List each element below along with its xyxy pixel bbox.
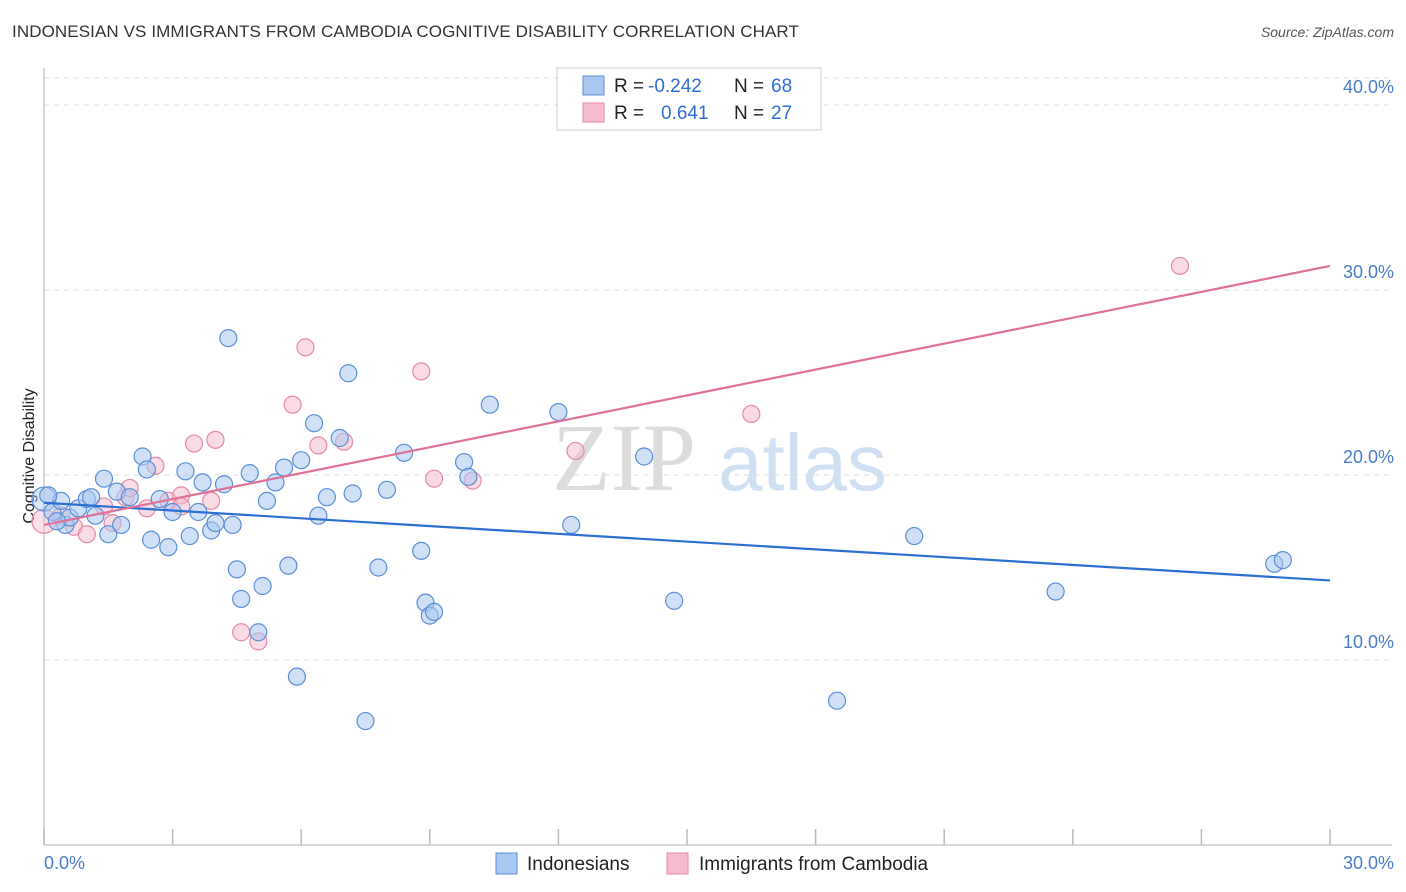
bottom-legend-swatch-indonesians — [495, 852, 518, 875]
indonesians-point-65 — [1273, 550, 1292, 570]
indonesians-point-36 — [274, 458, 294, 477]
indonesians-point-59 — [635, 447, 654, 466]
bottom-legend: Indonesians Immigrants from Cambodia — [495, 852, 929, 875]
indonesians-point-61 — [827, 691, 847, 710]
legend-r-label-1: R = — [614, 76, 644, 97]
indonesians-point-20 — [176, 462, 195, 481]
cambodia-point-19 — [296, 338, 315, 357]
indonesians-point-32 — [249, 623, 268, 642]
legend-n-label-1: N = — [734, 76, 764, 97]
indonesians-point-29 — [227, 560, 246, 579]
legend-n-label-2: N = — [734, 103, 764, 124]
legend-swatch-indonesians — [582, 75, 605, 96]
indonesians-point-9 — [94, 469, 114, 488]
indonesians-point-12 — [112, 515, 131, 535]
y-tick-label-10: 10.0% — [1343, 632, 1394, 652]
indonesians-point-55 — [459, 467, 478, 486]
cambodia-point-22 — [412, 362, 431, 381]
source-label: Source: ZipAtlas.com — [1260, 24, 1394, 40]
indonesians-point-18 — [159, 538, 178, 557]
cambodia-point-15 — [206, 430, 225, 449]
indonesians-point-40 — [304, 414, 324, 433]
x-tick-label-max: 30.0% — [1343, 853, 1394, 873]
indonesians-point-37 — [279, 556, 298, 575]
indonesians-point-58 — [562, 515, 581, 535]
indonesians-point-21 — [180, 526, 199, 546]
trend-lines — [43, 264, 1331, 582]
y-tick-label-30: 30.0% — [1343, 262, 1394, 282]
indonesians-point-10 — [99, 525, 118, 544]
legend-r-value-2: 0.641 — [661, 103, 709, 124]
cambodia-trend-line — [43, 264, 1331, 527]
indonesians-point-16 — [142, 530, 161, 549]
x-ticks — [43, 829, 1331, 845]
y-axis-label: Cognitive Disability — [21, 388, 38, 523]
bottom-legend-label-indonesians: Indonesians — [527, 854, 629, 875]
legend-r-label-2: R = — [614, 103, 644, 124]
indonesians-point-34 — [257, 491, 277, 510]
indonesians-point-39 — [292, 451, 311, 470]
indonesians-point-53 — [424, 602, 444, 622]
indonesians-point-28 — [223, 515, 242, 535]
indonesians-point-15 — [137, 460, 156, 479]
axes — [43, 68, 1392, 846]
indonesians-point-27 — [219, 329, 238, 348]
indonesians-point-62 — [905, 526, 924, 546]
indonesians-point-60 — [665, 591, 684, 610]
indonesians-point-50 — [412, 541, 431, 560]
indonesians-point-47 — [369, 558, 388, 577]
indonesians-point-41 — [309, 506, 328, 525]
cambodia-point-13 — [184, 434, 204, 453]
indonesians-point-44 — [339, 364, 358, 383]
indonesians-point-45 — [343, 484, 362, 503]
cambodia-point-3 — [77, 525, 96, 544]
cambodia-point-18 — [283, 395, 302, 414]
series-indonesians-points — [31, 329, 1292, 731]
cambodia-point-26 — [742, 404, 761, 424]
indonesians-point-63 — [1046, 582, 1065, 601]
indonesians-point-42 — [317, 488, 337, 507]
cambodia-point-20 — [309, 436, 328, 455]
cambodia-point-16 — [232, 623, 251, 642]
legend-r-value-1: -0.242 — [648, 76, 702, 97]
indonesians-point-43 — [330, 428, 349, 448]
indonesians-point-17 — [150, 489, 169, 509]
watermark-atlas: atlas — [718, 418, 887, 507]
indonesians-point-56 — [480, 395, 499, 414]
bottom-legend-label-cambodia: Immigrants from Cambodia — [699, 854, 929, 875]
indonesians-point-23 — [193, 473, 212, 492]
y-tick-label-20: 20.0% — [1343, 447, 1394, 467]
indonesians-point-30 — [232, 589, 251, 609]
cambodia-point-25 — [566, 441, 585, 461]
indonesians-trend-line — [43, 501, 1331, 582]
bottom-legend-swatch-cambodia — [666, 852, 689, 875]
legend-box: R = -0.242 N = 68 R = 0.641 N = 27 — [556, 67, 822, 131]
indonesians-point-46 — [356, 711, 375, 731]
chart-title: INDONESIAN VS IMMIGRANTS FROM CAMBODIA C… — [12, 22, 799, 41]
indonesians-point-66 — [39, 486, 58, 505]
legend-n-value-2: 27 — [771, 103, 792, 124]
x-tick-label-min: 0.0% — [44, 853, 85, 873]
indonesians-point-7 — [82, 488, 101, 507]
indonesians-point-57 — [549, 403, 568, 422]
indonesians-point-19 — [163, 502, 182, 522]
y-tick-labels: 10.0% 20.0% 30.0% 40.0% — [1343, 77, 1394, 652]
legend-swatch-cambodia — [582, 102, 605, 123]
indonesians-point-31 — [240, 464, 259, 483]
legend-n-value-1: 68 — [771, 76, 792, 97]
cambodia-point-23 — [424, 469, 444, 488]
y-tick-label-40: 40.0% — [1343, 77, 1394, 97]
indonesians-point-38 — [287, 667, 307, 686]
indonesians-point-13 — [120, 488, 139, 507]
indonesians-point-25 — [206, 513, 225, 533]
cambodia-point-27 — [1170, 256, 1190, 276]
indonesians-point-48 — [377, 480, 397, 499]
indonesians-point-33 — [253, 576, 272, 596]
